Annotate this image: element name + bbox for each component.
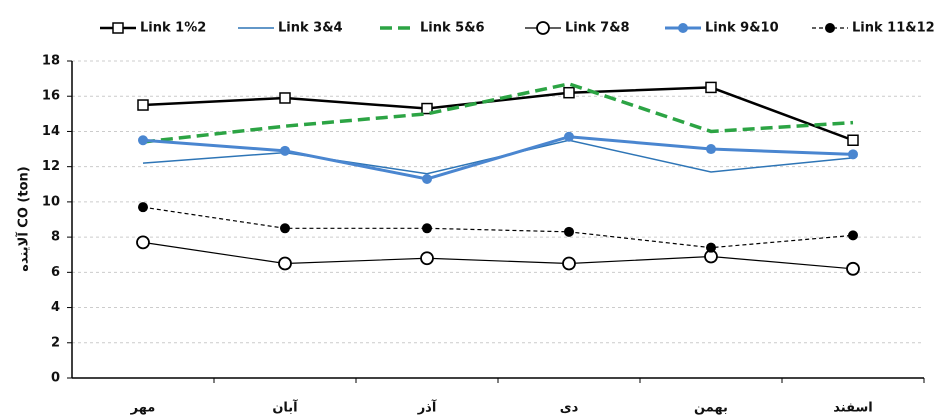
x-tick-label: مهر <box>130 401 156 416</box>
y-tick-label: 10 <box>42 194 60 209</box>
series-line <box>142 241 854 270</box>
marker <box>280 223 290 234</box>
marker <box>848 149 858 160</box>
y-tick-label: 16 <box>42 89 60 104</box>
legend-label: Link 9&10 <box>705 21 779 36</box>
marker <box>421 102 433 115</box>
marker <box>138 135 148 146</box>
marker <box>846 261 860 276</box>
x-tick-label: آذر <box>417 399 437 416</box>
marker <box>138 202 148 213</box>
marker <box>564 226 574 237</box>
series-line <box>142 86 854 142</box>
y-tick-label: 2 <box>51 335 60 350</box>
legend-label: Link 3&4 <box>278 21 343 36</box>
y-axis-label: آلاینده CO (ton) <box>15 166 32 271</box>
marker <box>706 144 716 155</box>
x-tick-label: اسفند <box>833 401 872 416</box>
y-tick-label: 4 <box>51 300 60 315</box>
marker <box>706 242 716 253</box>
series-line <box>142 206 854 249</box>
marker <box>136 235 150 250</box>
marker <box>678 23 688 33</box>
x-tick-label: بهمن <box>694 401 728 416</box>
x-tick-label: آبان <box>272 399 298 416</box>
y-tick-label: 14 <box>42 124 60 139</box>
legend-label: Link 1%2 <box>140 21 206 36</box>
legend-label: Link 7&8 <box>565 21 630 36</box>
marker <box>279 92 291 104</box>
y-tick-label: 6 <box>51 265 60 280</box>
series-line <box>142 135 854 181</box>
marker <box>420 251 434 266</box>
series-line <box>142 82 854 144</box>
marker <box>825 23 835 33</box>
marker <box>422 173 432 184</box>
marker <box>562 256 576 271</box>
y-tick-label: 18 <box>42 54 60 69</box>
legend-label: Link 11&12 <box>852 21 935 36</box>
marker <box>422 223 432 234</box>
marker <box>278 256 292 271</box>
marker <box>563 86 575 99</box>
y-tick-label: 12 <box>42 159 60 174</box>
marker <box>536 21 550 35</box>
marker <box>847 134 859 146</box>
legend-label: Link 5&6 <box>420 21 485 36</box>
marker <box>137 99 149 111</box>
y-tick-label: 0 <box>51 371 60 386</box>
y-tick-label: 8 <box>51 230 60 245</box>
x-tick-label: دی <box>560 401 579 416</box>
marker <box>705 81 717 94</box>
marker <box>112 22 124 34</box>
marker <box>848 230 858 241</box>
marker <box>564 131 574 142</box>
marker <box>280 145 290 156</box>
